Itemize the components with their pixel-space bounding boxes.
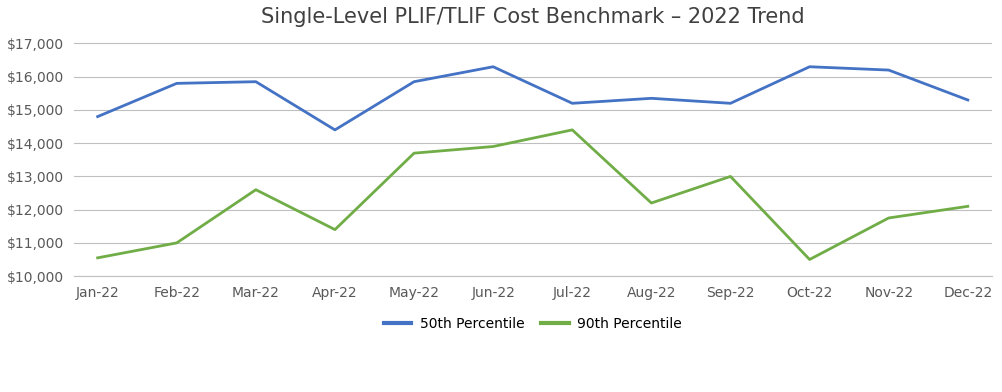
Line: 50th Percentile: 50th Percentile bbox=[97, 67, 967, 130]
90th Percentile bbox=[803, 257, 815, 262]
Line: 90th Percentile: 90th Percentile bbox=[97, 130, 967, 260]
90th Percentile bbox=[329, 227, 341, 232]
50th Percentile bbox=[487, 64, 499, 69]
50th Percentile bbox=[170, 81, 182, 86]
Title: Single-Level PLIF/TLIF Cost Benchmark – 2022 Trend: Single-Level PLIF/TLIF Cost Benchmark – … bbox=[261, 7, 804, 27]
50th Percentile bbox=[329, 127, 341, 132]
50th Percentile bbox=[408, 79, 420, 84]
90th Percentile bbox=[566, 127, 578, 132]
50th Percentile bbox=[249, 79, 262, 84]
50th Percentile bbox=[723, 101, 735, 106]
90th Percentile bbox=[723, 174, 735, 179]
90th Percentile bbox=[487, 144, 499, 149]
90th Percentile bbox=[91, 256, 103, 260]
50th Percentile bbox=[644, 96, 656, 101]
90th Percentile bbox=[644, 201, 656, 205]
50th Percentile bbox=[91, 114, 103, 119]
50th Percentile bbox=[803, 64, 815, 69]
90th Percentile bbox=[170, 241, 182, 245]
Legend: 50th Percentile, 90th Percentile: 50th Percentile, 90th Percentile bbox=[378, 311, 686, 336]
90th Percentile bbox=[882, 216, 894, 220]
90th Percentile bbox=[961, 204, 973, 209]
50th Percentile bbox=[566, 101, 578, 106]
50th Percentile bbox=[882, 68, 894, 73]
50th Percentile bbox=[961, 98, 973, 102]
90th Percentile bbox=[249, 187, 262, 192]
90th Percentile bbox=[408, 151, 420, 156]
